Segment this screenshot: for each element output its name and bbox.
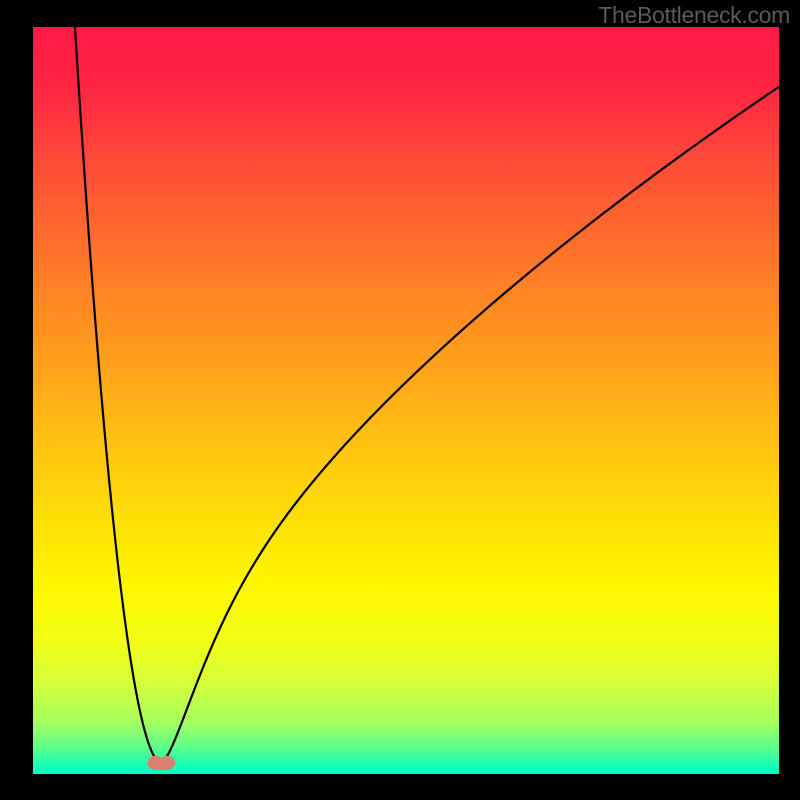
chart-svg xyxy=(33,27,779,774)
chart-frame: TheBottleneck.com xyxy=(0,0,800,800)
watermark-text: TheBottleneck.com xyxy=(598,2,790,29)
gradient-background xyxy=(33,27,779,774)
plot-area xyxy=(33,27,779,774)
